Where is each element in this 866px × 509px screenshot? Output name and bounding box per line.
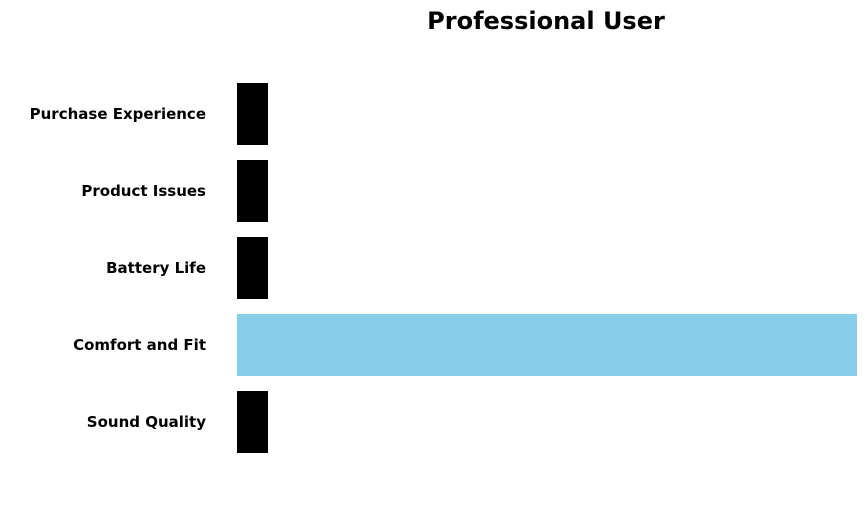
category-labels-group: Purchase Experience Product Issues Battery… — [30, 105, 207, 431]
bar-battery-life — [237, 237, 268, 299]
category-label-battery-life: Battery Life — [106, 259, 206, 277]
bar-purchase-experience — [237, 83, 268, 145]
chart-title: Professional User — [427, 7, 665, 35]
category-label-comfort-and-fit: Comfort and Fit — [73, 336, 206, 354]
bar-comfort-and-fit — [237, 314, 857, 376]
bars-group — [237, 83, 857, 453]
category-label-purchase-experience: Purchase Experience — [30, 105, 206, 123]
bar-sound-quality — [237, 391, 268, 453]
category-label-sound-quality: Sound Quality — [87, 413, 206, 431]
category-label-product-issues: Product Issues — [81, 182, 206, 200]
bar-product-issues — [237, 160, 268, 222]
